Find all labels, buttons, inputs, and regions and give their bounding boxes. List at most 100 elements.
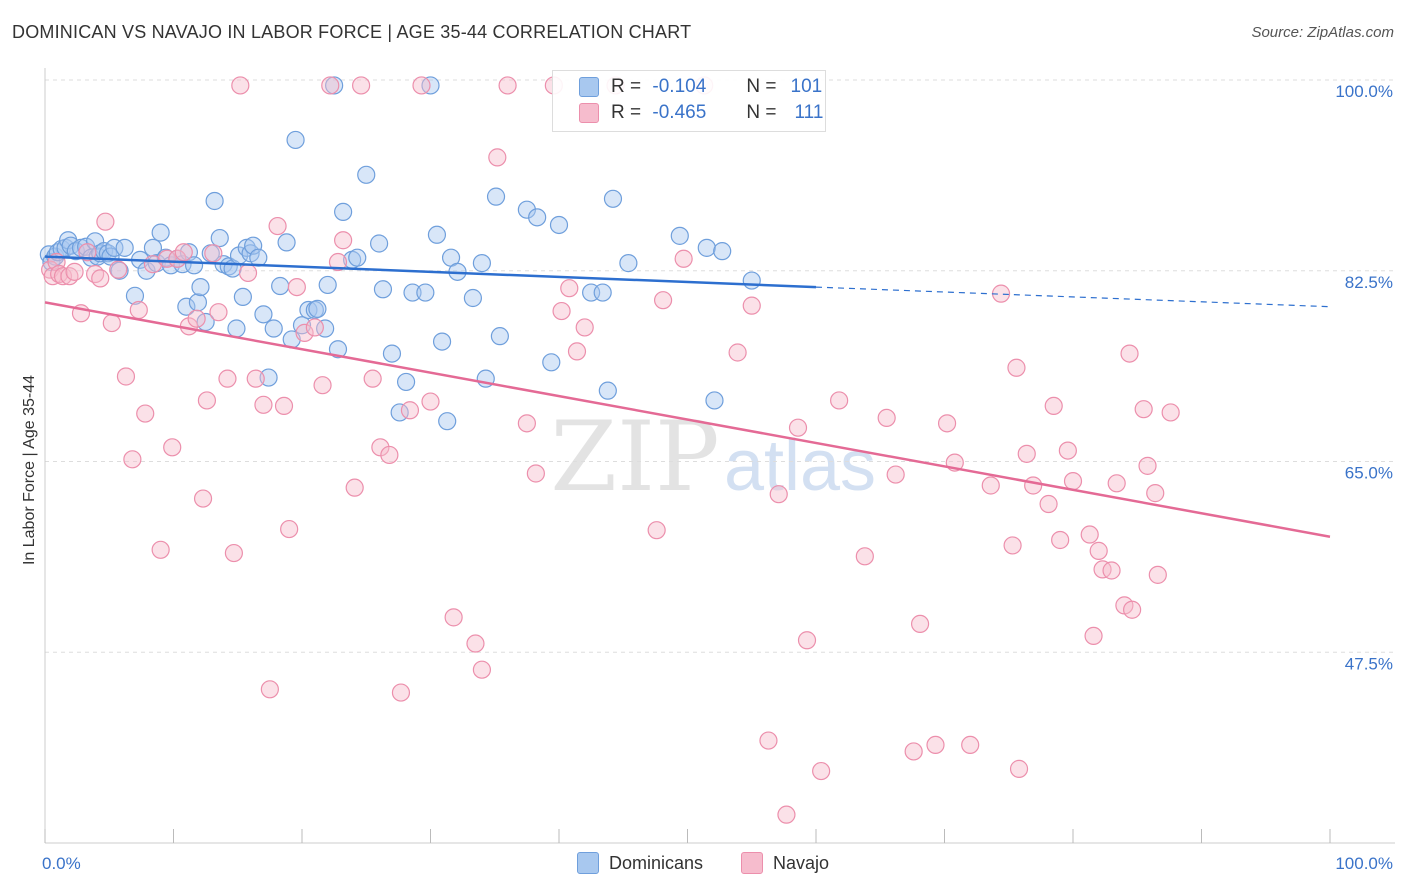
navajo-point <box>777 805 796 824</box>
dominican-point <box>308 299 327 318</box>
dominican-point <box>264 319 283 338</box>
navajo-point <box>1058 441 1077 460</box>
dominican-point <box>549 215 569 235</box>
dominican-point <box>227 319 246 338</box>
dominican-point <box>697 238 716 257</box>
navajo-point <box>1148 565 1167 584</box>
navajo-point <box>552 301 571 321</box>
dominican-point <box>593 283 612 302</box>
dominican-point <box>370 234 389 253</box>
y-tick-label: 82.5% <box>1345 273 1393 292</box>
navajo-point <box>238 263 258 283</box>
navajo-point <box>193 489 213 508</box>
dominican-point <box>177 297 196 316</box>
navajo-point <box>961 735 980 755</box>
navajo-point <box>53 267 73 286</box>
series-legend-navajo[interactable]: Navajo <box>741 852 829 874</box>
navajo-point <box>1017 444 1036 463</box>
navajo-point <box>363 369 382 388</box>
dominican-point <box>432 332 452 351</box>
dominican-point <box>184 256 204 275</box>
dominican-point <box>403 283 422 302</box>
navajo-point <box>274 396 294 416</box>
y-tick-label: 100.0% <box>1335 82 1393 101</box>
dominican-point <box>463 288 483 308</box>
legend-n-label: N = <box>746 76 777 97</box>
dominican-point <box>115 238 134 257</box>
navajo-point <box>981 476 1000 495</box>
navajo-point <box>231 76 250 95</box>
dominican-point <box>348 248 367 267</box>
dominican-point <box>542 353 561 372</box>
dominican-point <box>713 242 732 261</box>
navajo-point <box>1003 536 1022 555</box>
legend-r-label: R = <box>611 76 642 97</box>
navajo-point <box>1044 396 1063 416</box>
navajo-point <box>1102 561 1121 580</box>
navajo-point <box>204 244 223 263</box>
legend-n-value: 101 <box>790 76 823 97</box>
navajo-point <box>260 680 279 699</box>
navajo-point <box>218 369 237 388</box>
navajo-point <box>1084 626 1103 646</box>
dominican-point <box>357 165 376 184</box>
navajo-point <box>526 464 545 483</box>
navajo-point <box>116 367 136 386</box>
navajo-point <box>653 291 673 310</box>
navajo-point <box>1107 474 1126 493</box>
dominicans-trend-extension <box>815 286 1331 308</box>
navajo-point <box>488 148 507 167</box>
navajo-point <box>1146 484 1165 503</box>
navajo-point <box>295 323 314 342</box>
y-axis-label: In Labor Force | Age 35-44 <box>21 374 38 566</box>
navajo-point <box>163 438 182 457</box>
dominican-point <box>619 254 638 273</box>
legend-r-value: -0.104 <box>652 76 707 97</box>
x-tick-label: 0.0% <box>42 854 81 873</box>
dominican-point <box>438 412 457 431</box>
navajo-point <box>1063 472 1083 491</box>
navajo-point <box>129 300 148 320</box>
y-tick-label: 65.0% <box>1345 464 1393 483</box>
navajo-point <box>498 76 517 95</box>
navajo-point <box>466 634 485 653</box>
legend-r-value: -0.465 <box>652 102 707 123</box>
navajo-point <box>313 376 332 395</box>
navajo-point <box>1138 456 1157 475</box>
dominican-point <box>416 283 435 302</box>
dominican-point <box>382 344 402 363</box>
dominican-point <box>110 261 129 280</box>
dominican-point <box>277 233 296 252</box>
navajo-point <box>1089 541 1108 560</box>
dominican-point <box>328 340 348 359</box>
navajo-point <box>412 76 431 95</box>
series-swatch-dominicans <box>576 852 599 874</box>
navajo-point <box>78 243 97 262</box>
navajo-point <box>334 231 353 250</box>
dominican-point <box>259 368 278 387</box>
dominican-point <box>472 254 491 273</box>
dominican-point <box>210 228 229 248</box>
dominican-point <box>598 381 617 400</box>
navajo-point <box>224 543 243 563</box>
legend-n-label: N = <box>746 102 777 123</box>
navajo-point <box>728 343 747 362</box>
navajo-point <box>391 683 411 702</box>
navajo-point <box>96 212 115 231</box>
dominican-point <box>427 225 447 244</box>
navajo-point <box>254 395 273 414</box>
legend-row-navajo: R = -0.465 N = 111 <box>579 101 823 125</box>
navajo-point <box>444 608 463 627</box>
navajo-point <box>345 478 364 497</box>
navajo-point <box>742 296 761 315</box>
dominican-point <box>205 191 224 211</box>
navajo-point <box>380 445 399 465</box>
series-legend-dominicans[interactable]: Dominicans <box>576 852 703 874</box>
dominican-point <box>705 391 724 410</box>
dominican-point <box>334 202 353 221</box>
legend-r-label: R = <box>611 102 642 123</box>
dominican-point <box>486 187 506 206</box>
navajo-point <box>560 279 579 298</box>
dominican-point <box>137 261 156 280</box>
